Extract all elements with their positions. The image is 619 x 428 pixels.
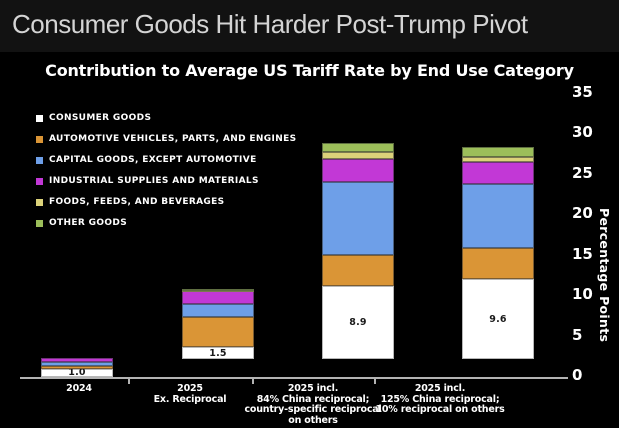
legend-swatch-automotive-vehicles-parts-and-engines-icon (36, 135, 43, 143)
main-title: Consumer Goods Hit Harder Post-Trump Piv… (12, 9, 528, 39)
x-axis-category-tick-2 (252, 379, 254, 384)
legend-label: AUTOMOTIVE VEHICLES, PARTS, AND ENGINES (49, 134, 297, 144)
bar-1-segment-capital-goods-except-automotive (41, 361, 113, 366)
legend-swatch-capital-goods-except-automotive-icon (36, 156, 43, 164)
x-axis-label-line: country-specific reciprocal (244, 404, 382, 415)
legend-swatch-other-goods-icon (36, 219, 43, 227)
bar-4-segment-capital-goods-except-automotive (462, 184, 534, 249)
bar-2-segment-automotive-vehicles-parts-and-engines (182, 317, 254, 348)
bar-2-segment-consumer-goods: 1.5 (182, 347, 254, 360)
y-axis-tick-25: 25 (572, 163, 593, 182)
bar-4-segment-foods-feeds-and-beverages (462, 156, 534, 162)
header-band: Consumer Goods Hit Harder Post-Trump Piv… (0, 0, 619, 52)
bar-3-segment-consumer-goods: 8.9 (322, 285, 394, 360)
bar-2-value-label: 1.5 (209, 347, 227, 359)
legend-swatch-consumer-goods-icon (36, 114, 43, 122)
bar-4-segment-automotive-vehicles-parts-and-engines (462, 248, 534, 280)
bar-1-value-label: 1.0 (68, 367, 86, 379)
y-axis-tick-5: 5 (572, 325, 583, 344)
bar-1-segment-consumer-goods: 1.0 (41, 367, 113, 379)
x-axis-label-line: 2025 incl. (287, 383, 339, 394)
y-axis-tick-35: 35 (572, 82, 593, 101)
x-axis-label-1: 2024 (24, 383, 134, 395)
y-axis-tick-0: 0 (572, 366, 583, 384)
x-axis-label-2: 2025 Ex. Reciprocal (125, 383, 255, 405)
x-axis-label-line: Ex. Reciprocal (153, 393, 227, 405)
y-axis-tick-20: 20 (572, 204, 593, 223)
x-axis-category-tick-1 (128, 379, 130, 384)
x-axis-label-line: 10% reciprocal on others (375, 404, 505, 415)
tariff-chart: Contribution to Average US Tariff Rate b… (0, 52, 619, 428)
bar-3-segment-other-goods (322, 143, 394, 153)
x-axis-category-tick-3 (374, 379, 376, 384)
legend-label: INDUSTRIAL SUPPLIES AND MATERIALS (49, 176, 259, 186)
y-axis-title: Percentage Points (597, 207, 612, 343)
x-axis-label-line: 125% China reciprocal; (380, 393, 500, 405)
bar-1-segment-industrial-supplies-and-materials (41, 357, 113, 362)
bar-3-segment-automotive-vehicles-parts-and-engines (322, 254, 394, 286)
bar-4-value-label: 9.6 (489, 313, 507, 325)
bar-2-segment-capital-goods-except-automotive (182, 304, 254, 318)
legend-label: FOODS, FEEDS, AND BEVERAGES (49, 197, 225, 207)
y-axis-tick-10: 10 (572, 285, 593, 304)
x-axis-label-line: 84% China reciprocal; (256, 393, 370, 405)
bar-2-segment-other-goods (182, 289, 254, 292)
legend-item-foods-feeds-and-beverages: FOODS, FEEDS, AND BEVERAGES (36, 197, 225, 207)
y-axis-tick-30: 30 (572, 123, 593, 142)
legend-label: CONSUMER GOODS (49, 113, 152, 123)
legend-label: CAPITAL GOODS, EXCEPT AUTOMOTIVE (49, 155, 257, 165)
legend-swatch-foods-feeds-and-beverages-icon (36, 198, 43, 206)
legend-item-industrial-supplies-and-materials: INDUSTRIAL SUPPLIES AND MATERIALS (36, 176, 259, 186)
x-axis-label-line: on others (288, 414, 338, 426)
bar-3-segment-capital-goods-except-automotive (322, 182, 394, 255)
legend-label: OTHER GOODS (49, 218, 128, 228)
bar-4-segment-other-goods (462, 147, 534, 157)
bar-3-value-label: 8.9 (349, 316, 367, 328)
bar-2-segment-industrial-supplies-and-materials (182, 291, 254, 305)
x-axis-label-line: 2025 incl. (414, 383, 466, 394)
bar-4-segment-consumer-goods: 9.6 (462, 279, 534, 360)
x-axis-line (20, 377, 568, 379)
legend-item-capital-goods-except-automotive: CAPITAL GOODS, EXCEPT AUTOMOTIVE (36, 155, 257, 165)
bar-4-segment-industrial-supplies-and-materials (462, 161, 534, 185)
x-axis-label-3: 2025 incl. 84% China reciprocal; country-s… (237, 383, 389, 426)
bar-1-segment-automotive-vehicles-parts-and-engines (41, 365, 113, 369)
legend-item-other-goods: OTHER GOODS (36, 218, 127, 228)
bar-3-segment-industrial-supplies-and-materials (322, 158, 394, 183)
x-axis-label-4: 2025 incl. 125% China reciprocal; 10% reci… (365, 383, 515, 416)
x-axis-label-line: 2025 (177, 383, 203, 394)
legend-item-consumer-goods: CONSUMER GOODS (36, 113, 151, 123)
legend-swatch-industrial-supplies-and-materials-icon (36, 177, 43, 185)
legend-item-automotive-vehicles-parts-and-engines: AUTOMOTIVE VEHICLES, PARTS, AND ENGINES (36, 134, 296, 144)
y-axis-tick-15: 15 (572, 244, 593, 263)
x-axis-label-line: 2024 (66, 383, 92, 394)
chart-title: Contribution to Average US Tariff Rate b… (45, 61, 574, 80)
bar-3-segment-foods-feeds-and-beverages (322, 152, 394, 159)
